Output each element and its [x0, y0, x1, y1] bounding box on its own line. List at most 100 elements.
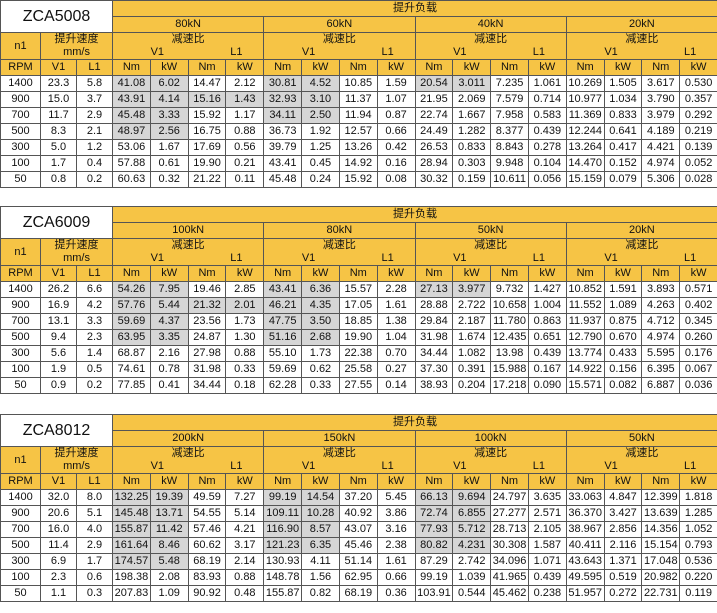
data-cell: 18.85	[338, 313, 378, 330]
data-cell: 24.49	[414, 123, 454, 140]
data-cell: 1.427	[527, 281, 567, 298]
data-cell: 9.732	[490, 281, 529, 298]
data-cell: 1.082	[452, 345, 492, 362]
ratio-l1: L1	[683, 252, 697, 264]
header-row: ZCA6009 提升负载	[0, 206, 717, 239]
ratio-label: 减速比	[625, 447, 659, 460]
data-cell: 155.87	[263, 585, 303, 602]
column-header: Nm	[263, 265, 303, 282]
data-cell: 0.082	[603, 377, 643, 394]
data-cell: 2.571	[527, 505, 567, 522]
data-cell: 2.1	[75, 123, 114, 140]
data-cell: 3.979	[641, 107, 681, 124]
data-cell: 29.84	[414, 313, 454, 330]
data-cell: 39.79	[263, 139, 303, 156]
data-cell: 16.0	[40, 521, 77, 538]
column-header: kW	[452, 265, 492, 282]
data-cell: 3.893	[641, 281, 681, 298]
data-cell: 0.544	[452, 585, 492, 602]
header-row: ZCA5008 提升负载	[0, 0, 717, 33]
data-cell: 10.269	[565, 75, 605, 92]
data-cell: 12.790	[565, 329, 605, 346]
load-value: 150kN	[263, 430, 416, 447]
data-cell: 0.292	[679, 107, 717, 124]
column-header: kW	[225, 265, 265, 282]
data-cell: 121.23	[263, 537, 303, 554]
ratio-label: 减速比	[322, 239, 356, 252]
data-cell: 5.306	[641, 171, 681, 188]
data-cell: 0.21	[225, 155, 265, 172]
data-cell: 51.16	[263, 329, 303, 346]
data-cell: 2.38	[376, 537, 416, 554]
data-cell: 49.595	[565, 569, 605, 586]
data-cell: 15.571	[565, 377, 605, 394]
data-cell: 0.9	[40, 377, 77, 394]
column-header: Nm	[414, 473, 454, 490]
ratio-l1: L1	[381, 46, 394, 58]
data-cell: 3.635	[527, 489, 567, 506]
data-cell: 31.98	[187, 361, 227, 378]
data-cell: 0.220	[679, 569, 717, 586]
data-cell: 2.56	[149, 123, 189, 140]
data-cell: 4.2	[75, 297, 114, 314]
data-cell: 0.62	[301, 361, 340, 378]
data-cell: 0.36	[376, 585, 416, 602]
column-header: V1	[40, 473, 77, 490]
column-header: Nm	[565, 473, 605, 490]
data-cell: 0.66	[376, 569, 416, 586]
ratio-sub: V1 L1	[416, 252, 565, 265]
data-cell: 60.62	[187, 537, 227, 554]
data-cell: 500	[0, 123, 41, 140]
ratio-header: 减速比 V1 L1	[263, 446, 416, 474]
data-cell: 74.61	[112, 361, 151, 378]
ratio-l1: L1	[381, 252, 394, 264]
data-cell: 2.187	[452, 313, 492, 330]
data-cell: 7.27	[225, 489, 265, 506]
data-cell: 3.33	[149, 107, 189, 124]
data-cell: 0.278	[527, 139, 567, 156]
data-cell: 116.90	[263, 521, 303, 538]
ratio-v1: V1	[301, 460, 316, 472]
data-cell: 23.3	[40, 75, 77, 92]
data-cell: 2.08	[149, 569, 189, 586]
data-cell: 3.617	[641, 75, 681, 92]
data-cell: 4.847	[603, 489, 643, 506]
ratio-header: 减速比 V1 L1	[112, 238, 265, 266]
data-cell: 1.9	[40, 361, 77, 378]
data-cell: 2.16	[149, 345, 189, 362]
data-cell: 4.11	[301, 553, 340, 570]
data-cell: 161.64	[112, 537, 151, 554]
data-cell: 0.833	[603, 107, 643, 124]
data-cell: 1.7	[40, 155, 77, 172]
ratio-sub: V1 L1	[265, 46, 414, 59]
column-header: kW	[679, 265, 717, 282]
data-cell: 0.88	[225, 123, 265, 140]
data-cell: 4.35	[301, 297, 340, 314]
data-cell: 0.139	[679, 139, 717, 156]
data-cell: 0.875	[603, 313, 643, 330]
data-cell: 0.583	[527, 107, 567, 124]
header-row: n1 提升速度 mm/s 减速比 V1 L1 减速比 V1 L1 减速比 V1 L1 减速比 V1 L1	[0, 238, 717, 266]
data-cell: 2.3	[75, 329, 114, 346]
ratio-label: 减速比	[474, 33, 508, 46]
data-cell: 6.855	[452, 505, 492, 522]
data-cell: 28.88	[414, 297, 454, 314]
header-row: RPM V1 L1 Nm kW Nm kW Nm kW Nm kW Nm kW Nm kW Nm kW Nm kW	[0, 265, 717, 282]
data-cell: 6.887	[641, 377, 681, 394]
data-cell: 0.260	[679, 329, 717, 346]
data-cell: 10.852	[565, 281, 605, 298]
ratio-label: 减速比	[322, 33, 356, 46]
ratio-v1: V1	[604, 46, 618, 58]
data-cell: 8.57	[301, 521, 340, 538]
data-cell: 7.958	[490, 107, 529, 124]
data-cell: 0.519	[603, 569, 643, 586]
data-cell: 0.11	[225, 171, 265, 188]
data-cell: 0.33	[301, 377, 340, 394]
ratio-v1: V1	[301, 252, 316, 264]
data-cell: 0.104	[527, 155, 567, 172]
data-cell: 2.069	[452, 91, 492, 108]
ratio-sub: V1 L1	[265, 252, 414, 265]
column-header: Nm	[641, 59, 681, 76]
data-cell: 100	[0, 155, 41, 172]
data-cell: 1.2	[75, 139, 114, 156]
